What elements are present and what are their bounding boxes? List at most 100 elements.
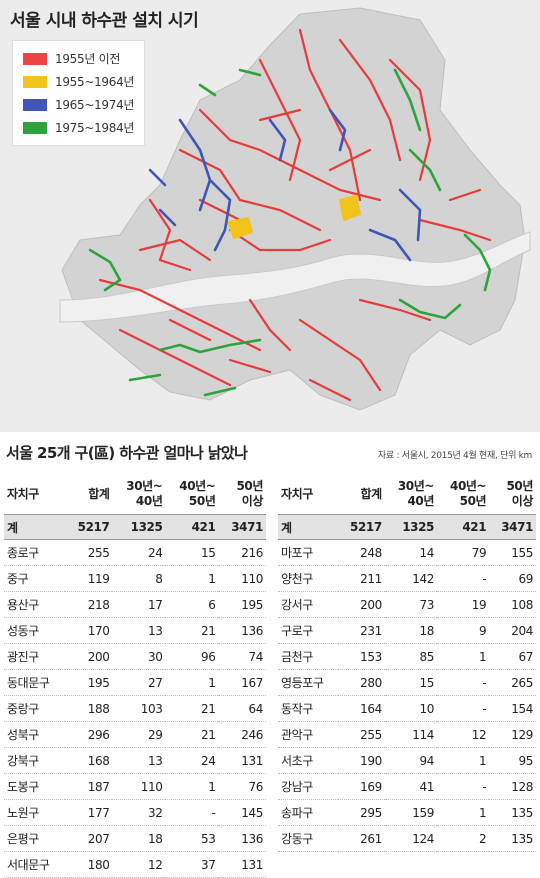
cell-50-plus: 246 <box>218 721 266 748</box>
cell-30-40: 10 <box>384 695 438 722</box>
cell-total: 180 <box>64 851 113 878</box>
cell-50-plus: 135 <box>489 799 536 826</box>
table-row: 은평구 207 18 53 136 <box>4 825 266 852</box>
cell-total: 296 <box>64 721 113 748</box>
col-header-50-plus: 50년 이상 <box>218 474 266 515</box>
table-row: 마포구 248 14 79 155 <box>278 539 536 566</box>
table-row: 서대문구 180 12 37 131 <box>4 851 266 878</box>
cell-30-40: 14 <box>384 539 438 566</box>
cell-total: 195 <box>64 669 113 696</box>
cell-total: 255 <box>64 539 113 566</box>
cell-total: 164 <box>338 695 385 722</box>
cell-40-50: 1 <box>165 565 219 592</box>
cell-30-40: 24 <box>112 539 166 566</box>
cell-district: 동대문구 <box>4 669 65 696</box>
cell-30-40: 13 <box>112 747 166 774</box>
legend-item-1955-1964: 1955~1964년 <box>23 70 134 93</box>
cell-40-50: - <box>437 565 490 592</box>
sewer-map-panel: 서울 시내 하수관 설치 시기 1955년 이전 1955~1964년 1965… <box>0 0 540 432</box>
cell-total: 187 <box>64 773 113 800</box>
col-header-30-40: 30년~ 40년 <box>384 474 438 515</box>
col-header-district: 자치구 <box>4 474 65 515</box>
map-title: 서울 시내 하수관 설치 시기 <box>10 11 199 31</box>
legend-item-1975-1984: 1975~1984년 <box>23 116 134 139</box>
cell-50-plus: 145 <box>218 799 266 826</box>
cell-50-plus: 216 <box>218 539 266 566</box>
cell-district: 중랑구 <box>4 695 65 722</box>
cell-50-plus: 131 <box>218 747 266 774</box>
cell-total: 280 <box>338 669 385 696</box>
table-header-row: 자치구 합계 30년~ 40년 40년~ 50년 50년 이상 <box>278 474 536 515</box>
cell-district: 용산구 <box>4 591 65 618</box>
cell-50-plus: 3471 <box>489 514 536 540</box>
cell-district: 도봉구 <box>4 773 65 800</box>
cell-total: 231 <box>338 617 385 644</box>
legend-swatch <box>23 52 47 65</box>
table-row: 동대문구 195 27 1 167 <box>4 669 266 696</box>
cell-50-plus: 155 <box>489 539 536 566</box>
col-header-line: 40년 <box>135 494 163 508</box>
cell-30-40: 18 <box>384 617 438 644</box>
cell-total: 170 <box>64 617 113 644</box>
cell-30-40: 142 <box>384 565 438 592</box>
col-header-line: 30년~ <box>126 479 163 493</box>
cell-district: 계 <box>4 514 65 540</box>
cell-40-50: 1 <box>437 747 490 774</box>
cell-50-plus: 69 <box>489 565 536 592</box>
cell-40-50: 1 <box>165 773 219 800</box>
cell-district: 종로구 <box>4 539 65 566</box>
table-row: 관악구 255 114 12 129 <box>278 721 536 748</box>
cell-total: 218 <box>64 591 113 618</box>
table-row: 노원구 177 32-145 <box>4 799 266 826</box>
cell-50-plus: 110 <box>218 565 266 592</box>
table-row: 중랑구 188 103 21 64 <box>4 695 266 722</box>
cell-total: 153 <box>338 643 385 670</box>
cell-district: 중구 <box>4 565 65 592</box>
cell-50-plus: 64 <box>218 695 266 722</box>
district-table-left: 자치구 합계 30년~ 40년 40년~ 50년 50년 이상 계 5217 1325… <box>4 474 266 878</box>
table-row: 금천구 153 85 1 67 <box>278 643 536 670</box>
col-header-line: 이상 <box>511 494 534 508</box>
table-source-note: 자료 : 서울시, 2015년 4월 현재, 단위 km <box>377 451 532 461</box>
cell-total: 295 <box>338 799 385 826</box>
cell-30-40: 73 <box>384 591 438 618</box>
cell-40-50: - <box>437 669 490 696</box>
table-row: 서초구 190 94 1 95 <box>278 747 536 774</box>
cell-50-plus: 136 <box>218 617 266 644</box>
right-table-body: 마포구 248 14 79 155 양천구 211 142-69 강서구 200 73 19 108 구로… <box>278 539 536 852</box>
col-header-total: 합계 <box>64 474 113 515</box>
cell-district: 강남구 <box>278 773 339 800</box>
cell-50-plus: 131 <box>218 851 266 878</box>
table-row: 광진구 200 30 96 74 <box>4 643 266 670</box>
legend-item-pre-1955: 1955년 이전 <box>23 47 134 70</box>
cell-30-40: 30 <box>112 643 166 670</box>
cell-50-plus: 74 <box>218 643 266 670</box>
left-table-body: 종로구 255 24 15 216 중구 119 8 1 110 용산구 218 17 6 195 성동구 17… <box>4 539 266 878</box>
cell-total: 200 <box>64 643 113 670</box>
cell-total: 261 <box>338 825 385 852</box>
cell-40-50: 15 <box>165 539 219 566</box>
cell-40-50: 1 <box>165 669 219 696</box>
cell-50-plus: 136 <box>218 825 266 852</box>
cell-40-50: 21 <box>165 617 219 644</box>
cell-40-50: 1 <box>437 799 490 826</box>
cell-50-plus: 108 <box>489 591 536 618</box>
cell-30-40: 110 <box>112 773 166 800</box>
table-title: 서울 25개 구(區) 하수관 얼마나 낡았나 <box>6 444 248 462</box>
legend-label: 1955년 이전 <box>55 52 121 66</box>
cell-40-50: - <box>437 695 490 722</box>
cell-40-50: 79 <box>437 539 490 566</box>
cell-30-40: 27 <box>112 669 166 696</box>
cell-30-40: 41 <box>384 773 438 800</box>
legend-label: 1955~1964년 <box>55 75 135 89</box>
sewer-age-table-panel: 서울 25개 구(區) 하수관 얼마나 낡았나 자료 : 서울시, 2015년 … <box>0 432 540 878</box>
table-row: 강북구 168 13 24 131 <box>4 747 266 774</box>
cell-40-50: 6 <box>165 591 219 618</box>
cell-total: 211 <box>338 565 385 592</box>
legend-label: 1965~1974년 <box>55 98 135 112</box>
cell-40-50: - <box>437 773 490 800</box>
cell-total: 5217 <box>64 514 113 540</box>
cell-40-50: 421 <box>165 514 219 540</box>
col-header-line: 50년 <box>236 479 263 493</box>
table-row: 양천구 211 142-69 <box>278 565 536 592</box>
